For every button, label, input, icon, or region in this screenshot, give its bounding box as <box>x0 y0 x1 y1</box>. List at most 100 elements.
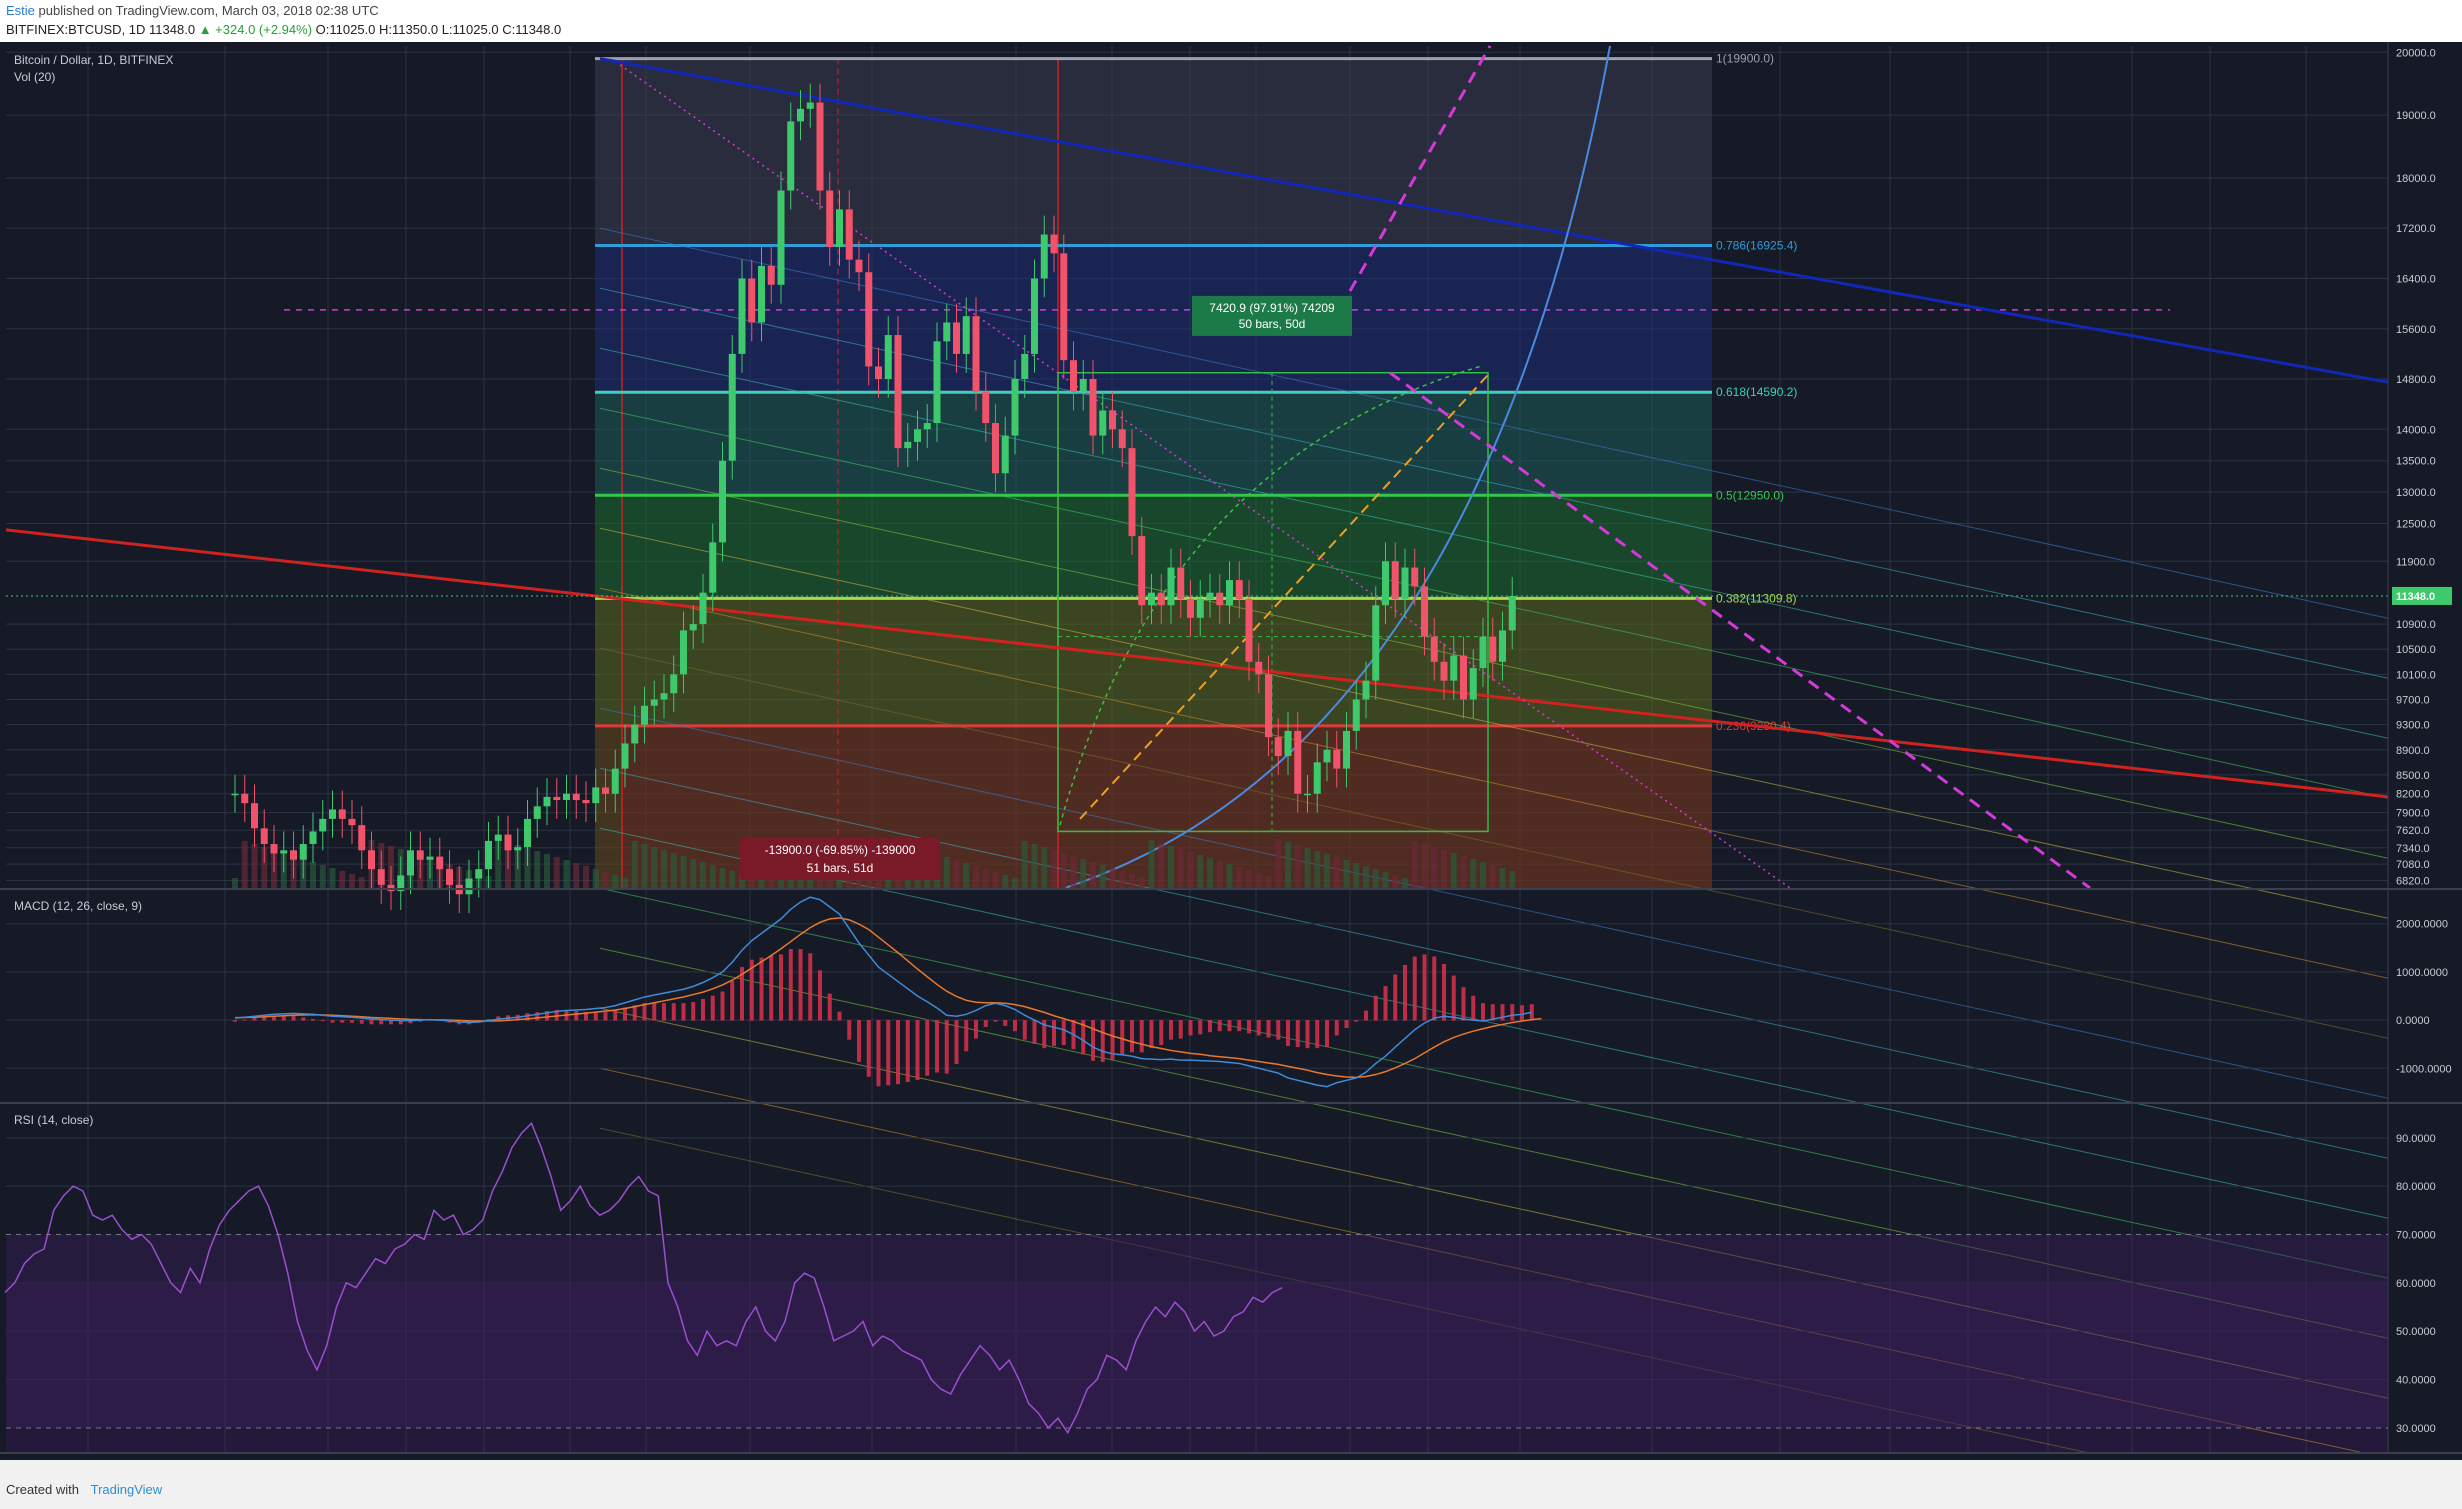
volume-bar <box>670 853 677 888</box>
volume-bar <box>329 868 336 888</box>
green-dashed-arc <box>1059 365 1481 826</box>
ohlc-high: H:11350.0 <box>379 22 439 37</box>
candle-body <box>884 335 892 380</box>
channel-line <box>599 827 2389 1219</box>
magenta-dashed-down <box>1389 371 2091 890</box>
macd-histogram-bar <box>671 1003 676 1021</box>
macd-histogram-bar <box>1412 956 1417 1021</box>
candle-body <box>982 391 990 424</box>
macd-histogram-bar <box>1520 1005 1524 1021</box>
candle-body <box>348 818 356 826</box>
macd-histogram-bar <box>1227 1020 1232 1032</box>
volume-bar <box>1051 850 1057 888</box>
macd-histogram-bar <box>1013 1020 1017 1032</box>
candle-body <box>1274 737 1282 757</box>
macd-histogram-bar <box>320 1020 325 1022</box>
volume-bar <box>748 877 755 888</box>
fib-level-label: 0.5(12950.0) <box>1716 488 1784 502</box>
candle-body <box>1352 699 1360 731</box>
y-tick-label: 9700.0 <box>2396 694 2430 706</box>
candle-body <box>1499 630 1506 662</box>
volume-bar <box>1314 851 1321 888</box>
candle-body <box>1187 598 1194 618</box>
macd-tick-label: 1000.0000 <box>2396 967 2448 979</box>
volume-bar <box>1148 840 1155 888</box>
fib-zone <box>595 495 1712 599</box>
candle-body <box>475 869 483 879</box>
macd-histogram-bar <box>701 998 705 1021</box>
candle-body <box>1255 661 1263 675</box>
candle-body <box>1060 253 1068 361</box>
volume-bar <box>1285 842 1291 888</box>
fib-level-label: 0.618(14590.2) <box>1716 385 1797 399</box>
chart-canvas[interactable]: 16Nov1322Dec1120201815Feb1221Mar1221Apr1… <box>0 42 2462 1460</box>
candle-body <box>1313 762 1321 794</box>
author-link[interactable]: Estie <box>6 3 35 18</box>
volume-bar <box>1265 876 1272 888</box>
volume-indicator-label: Vol (20) <box>14 70 55 84</box>
y-tick-label: 10100.0 <box>2396 669 2436 681</box>
volume-bar <box>973 866 979 888</box>
blue-trendline <box>599 57 2389 384</box>
y-tick-label: 7080.0 <box>2396 859 2430 871</box>
macd-histogram-bar <box>1208 1020 1212 1033</box>
candle-body <box>1460 655 1467 700</box>
macd-histogram-bar <box>1169 1020 1173 1040</box>
macd-histogram-bar <box>1256 1020 1261 1036</box>
y-tick-label: 11900.0 <box>2396 556 2435 568</box>
candle-body <box>533 806 541 819</box>
volume-bar <box>612 875 619 888</box>
volume-bar <box>524 848 531 888</box>
candle-body <box>494 834 502 841</box>
fib-level-label: 0.786(16925.4) <box>1716 238 1797 252</box>
macd-histogram-bar <box>983 1020 988 1027</box>
parabolic-curve <box>1064 45 1611 889</box>
fib-zone <box>595 598 1712 726</box>
candle-body <box>1333 749 1341 769</box>
macd-histogram-bar <box>233 1020 237 1022</box>
candle-body <box>1469 668 1477 700</box>
volume-bar <box>1207 858 1213 888</box>
candle-body <box>1391 561 1399 599</box>
macd-histogram-bar <box>1198 1020 1203 1035</box>
macd-histogram-bar <box>974 1020 978 1039</box>
ohlc-low: L:11025.0 <box>441 22 499 37</box>
volume-bar <box>1441 850 1447 888</box>
macd-line <box>234 896 1532 1088</box>
candle-body <box>1284 730 1292 757</box>
y-tick-label: 20000.0 <box>2396 47 2436 59</box>
y-tick-label: 9300.0 <box>2396 720 2430 732</box>
volume-bar <box>251 844 258 888</box>
candle-body <box>1323 749 1331 763</box>
candle-body <box>241 793 249 804</box>
macd-histogram-bar <box>1178 1020 1183 1039</box>
candle-body <box>602 787 609 794</box>
y-tick-label: 17200.0 <box>2396 223 2436 235</box>
macd-histogram-bar <box>710 995 715 1021</box>
candle-body <box>231 793 239 796</box>
candle-body <box>358 825 366 851</box>
candle-body <box>465 878 473 895</box>
macd-histogram-bar <box>359 1020 364 1024</box>
volume-bar <box>992 872 999 888</box>
candle-body <box>260 828 268 845</box>
rsi-title: RSI (14, close) <box>14 1113 93 1127</box>
y-tick-label: 14000.0 <box>2396 424 2436 436</box>
macd-histogram-bar <box>535 1012 540 1021</box>
tradingview-logo[interactable]: TradingView <box>90 1482 163 1497</box>
macd-tick-label: 0.0000 <box>2396 1015 2430 1027</box>
candle-body <box>299 844 307 860</box>
rsi-tick-label: 70.0000 <box>2396 1230 2436 1242</box>
volume-bar <box>1275 839 1282 888</box>
macd-histogram-bar <box>837 1011 842 1021</box>
macd-histogram-bar <box>1315 1020 1320 1049</box>
macd-histogram-bar <box>574 1011 579 1021</box>
measure-label-down-bars: 51 bars, 51d <box>807 861 874 875</box>
candle-body <box>1128 448 1136 537</box>
candle-body <box>855 259 863 273</box>
volume-bar <box>631 841 638 888</box>
macd-histogram-bar <box>301 1017 306 1021</box>
macd-histogram-bar <box>905 1020 910 1083</box>
macd-histogram-bar <box>827 993 832 1021</box>
volume-bar <box>709 865 716 888</box>
